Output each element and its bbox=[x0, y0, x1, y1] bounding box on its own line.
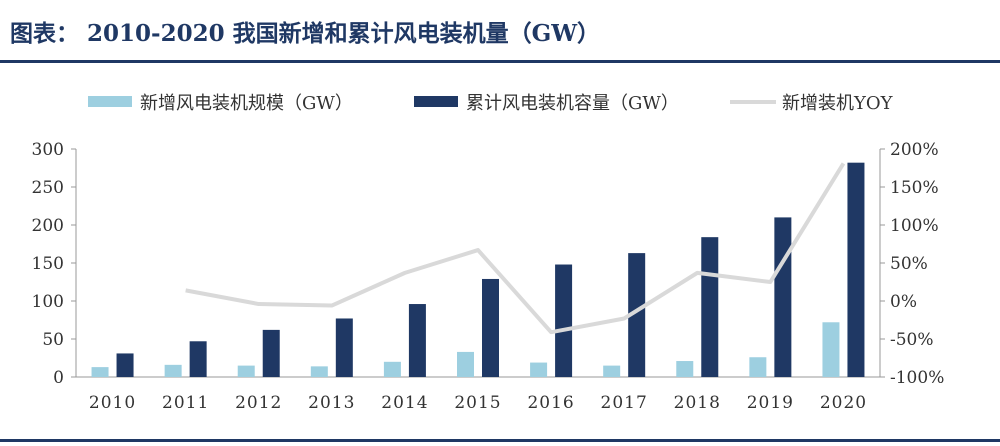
bar-new-2020 bbox=[822, 322, 840, 377]
bar-cumulative-2012 bbox=[262, 329, 280, 377]
x-tick-label: 2010 bbox=[89, 393, 136, 413]
chart-yoy-line bbox=[185, 162, 846, 335]
legend-swatch bbox=[414, 96, 458, 107]
title-bar: 图表： 2010-2020 我国新增和累计风电装机量（GW） bbox=[0, 0, 1000, 68]
x-tick-label: 2018 bbox=[674, 393, 721, 413]
bar-new-2014 bbox=[383, 361, 401, 377]
page-title: 图表： 2010-2020 我国新增和累计风电装机量（GW） bbox=[10, 20, 601, 47]
chart-x-labels: 2010 2011 2012 2013 2014 2015 2016 2017 2018 2019… bbox=[89, 393, 867, 413]
bar-cumulative-2020 bbox=[847, 162, 865, 377]
bar-new-2016 bbox=[530, 362, 548, 377]
x-tick-label: 2016 bbox=[527, 393, 574, 413]
bar-new-2010 bbox=[91, 367, 109, 377]
x-tick-label: 2011 bbox=[162, 393, 209, 413]
y-right-tick-label: -50% bbox=[890, 330, 934, 350]
y-right-tick-label: 150% bbox=[890, 178, 939, 198]
legend-label: 累计风电装机容量（GW） bbox=[466, 93, 679, 114]
bar-new-2015 bbox=[457, 351, 474, 377]
legend-item-2: 新增装机YOY bbox=[730, 93, 894, 114]
title-rule bbox=[0, 60, 1000, 63]
y-left-tick-label: 0 bbox=[53, 368, 64, 388]
x-tick-label: 2017 bbox=[601, 393, 648, 413]
bar-new-2012 bbox=[237, 365, 255, 377]
y-left-tick-label: 250 bbox=[32, 178, 64, 198]
legend-item-1: 累计风电装机容量（GW） bbox=[414, 93, 679, 114]
bar-cumulative-2019 bbox=[774, 217, 792, 377]
bar-cumulative-2013 bbox=[335, 318, 353, 377]
legend-label: 新增风电装机规模（GW） bbox=[140, 93, 353, 114]
y-left-tick-label: 100 bbox=[32, 292, 64, 312]
bar-cumulative-2015 bbox=[482, 278, 499, 377]
x-tick-label: 2014 bbox=[381, 393, 428, 413]
y-left-tick-label: 150 bbox=[32, 254, 64, 274]
bar-new-2019 bbox=[749, 357, 767, 377]
bar-cumulative-2014 bbox=[408, 304, 426, 377]
y-left-tick-label: 50 bbox=[42, 330, 64, 350]
bar-new-2013 bbox=[310, 366, 328, 377]
bar-cumulative-2018 bbox=[701, 237, 719, 377]
bar-new-2017 bbox=[603, 365, 621, 377]
y-left-tick-label: 200 bbox=[32, 216, 64, 236]
bar-cumulative-2011 bbox=[189, 341, 207, 377]
legend-swatch bbox=[88, 96, 132, 107]
chart-bars bbox=[91, 162, 865, 377]
bar-new-2018 bbox=[676, 361, 694, 377]
x-tick-label: 2012 bbox=[235, 393, 282, 413]
y-right-tick-label: 0% bbox=[890, 292, 917, 312]
bar-new-2011 bbox=[164, 364, 182, 377]
legend-item-0: 新增风电装机规模（GW） bbox=[88, 93, 353, 114]
x-tick-label: 2020 bbox=[820, 393, 867, 413]
chart-legend: 新增风电装机规模（GW） 累计风电装机容量（GW） 新增装机YOY bbox=[88, 93, 894, 114]
bar-cumulative-2016 bbox=[555, 264, 573, 377]
chart-axes: 0 50 100 150 200 250 300 -100% -50% 0% 50% 100% 150%… bbox=[32, 140, 945, 388]
bar-cumulative-2010 bbox=[116, 353, 134, 377]
y-right-tick-label: 50% bbox=[890, 254, 928, 274]
bar-cumulative-2017 bbox=[628, 253, 646, 377]
y-right-tick-label: -100% bbox=[890, 368, 944, 388]
x-tick-label: 2013 bbox=[308, 393, 355, 413]
y-right-tick-label: 200% bbox=[890, 140, 939, 160]
y-right-tick-label: 100% bbox=[890, 216, 939, 236]
bottom-rule bbox=[0, 439, 1000, 442]
series-line-yoy bbox=[185, 162, 846, 335]
legend-label: 新增装机YOY bbox=[782, 93, 894, 114]
x-tick-label: 2019 bbox=[747, 393, 794, 413]
y-left-tick-label: 300 bbox=[32, 140, 64, 160]
x-tick-label: 2015 bbox=[454, 393, 501, 413]
